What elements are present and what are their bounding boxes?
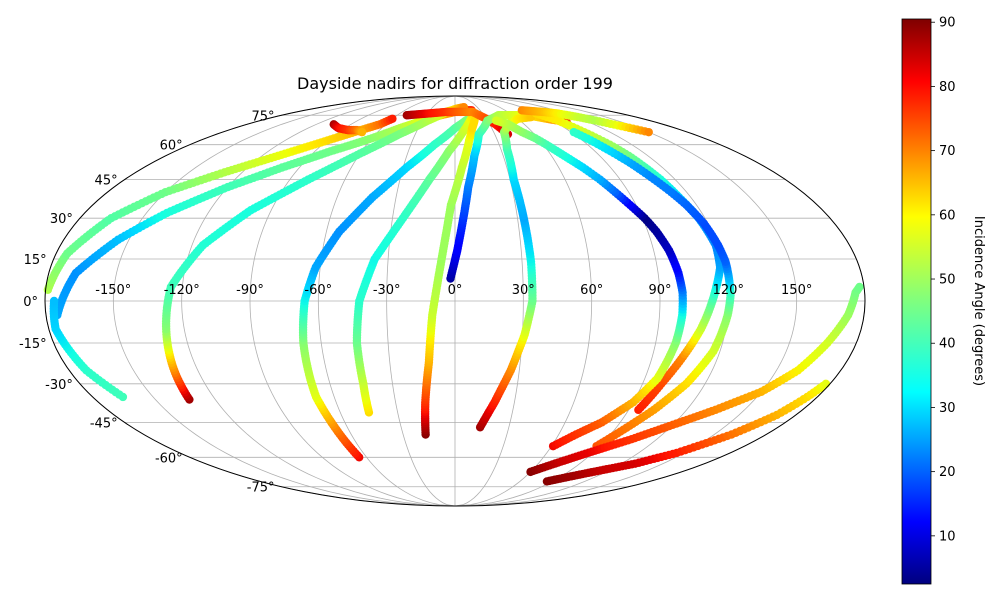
colorbar-tick-label: 20 <box>939 465 956 480</box>
latitude-tick-label: -30° <box>45 378 73 393</box>
longitude-tick-label: -30° <box>373 283 401 298</box>
colorbar-tick-label: 50 <box>939 273 956 288</box>
data-point <box>357 127 367 137</box>
latitude-tick-label: -75° <box>247 481 275 496</box>
map-boundary <box>44 95 866 507</box>
latitude-tick-label: 75° <box>251 109 274 124</box>
latitude-tick-label: 15° <box>24 253 47 268</box>
colorbar-label: Incidence Angle (degrees) <box>971 216 986 386</box>
latitude-tick-label: -15° <box>19 337 47 352</box>
latitude-tick-labels: -75° -60° -45° -30° -15° 0° 15° 30° 45° 60° 75° <box>19 109 275 495</box>
longitude-tick-label: -60° <box>304 283 332 298</box>
longitude-gridline <box>181 95 456 507</box>
latitude-tick-label: -60° <box>155 451 183 466</box>
latitude-tick-label: 0° <box>23 295 38 310</box>
colorbar: 10 20 30 40 50 60 70 80 90 Incidence Angle (degr… <box>901 16 986 585</box>
colorbar-tick-label: 80 <box>939 80 956 95</box>
latitude-tick-label: 60° <box>160 139 183 154</box>
longitude-tick-label: 150° <box>781 283 812 298</box>
colorbar-gradient <box>901 18 932 585</box>
map-outline <box>44 95 866 507</box>
longitude-gridline <box>454 95 798 507</box>
longitude-tick-label: -150° <box>95 283 131 298</box>
data-point <box>855 282 864 292</box>
colorbar-tick-label: 60 <box>939 208 956 223</box>
data-point <box>388 114 397 123</box>
colorbar-tick-label: 90 <box>939 16 956 31</box>
colorbar-ticks: 10 20 30 40 50 60 70 80 90 <box>931 16 956 544</box>
data-point <box>49 296 59 306</box>
longitude-tick-label: 90° <box>648 283 671 298</box>
data-point <box>491 116 501 125</box>
longitude-gridline <box>386 95 456 507</box>
longitude-tick-label: 0° <box>448 283 463 298</box>
longitude-gridline <box>112 95 456 507</box>
longitude-tick-label: 60° <box>580 283 603 298</box>
colorbar-tick-label: 10 <box>939 529 956 544</box>
data-point <box>644 127 653 137</box>
latitude-tick-label: -45° <box>90 416 118 431</box>
data-points <box>43 102 864 486</box>
chart-title: Dayside nadirs for diffraction order 199 <box>297 74 613 93</box>
data-point <box>821 379 831 389</box>
longitude-gridline <box>317 95 456 507</box>
longitude-gridline <box>454 95 524 507</box>
longitude-tick-labels: -150° -120° -90° -60° -30° 0° 30° 60° 90° 120° 150… <box>95 283 812 298</box>
latitude-tick-label: 30° <box>50 212 73 227</box>
colorbar-tick-label: 40 <box>939 337 956 352</box>
longitude-tick-label: 120° <box>713 283 744 298</box>
longitude-tick-label: -120° <box>164 283 200 298</box>
colorbar-tick-label: 30 <box>939 401 956 416</box>
data-point <box>569 127 579 137</box>
longitude-tick-label: 30° <box>512 283 535 298</box>
colorbar-tick-label: 70 <box>939 144 956 159</box>
longitude-tick-label: -90° <box>236 283 264 298</box>
latitude-tick-label: 45° <box>95 174 118 189</box>
